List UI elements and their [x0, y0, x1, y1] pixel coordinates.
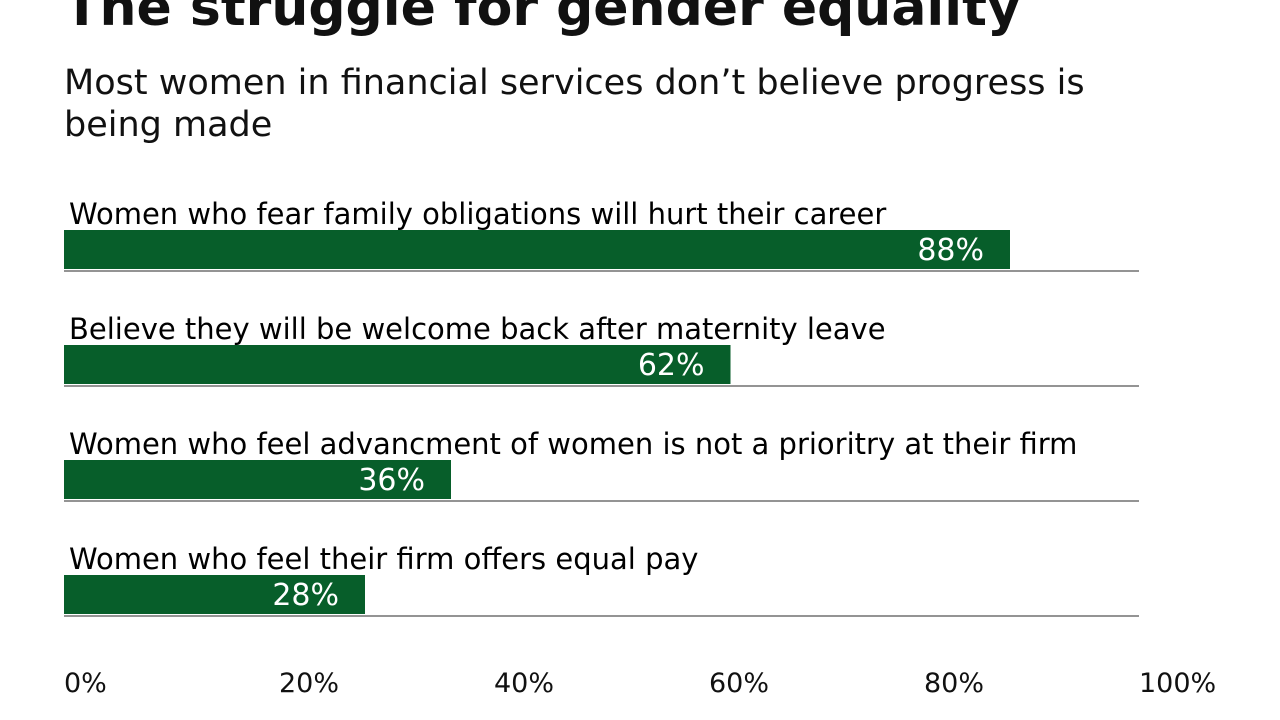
x-tick-label: 0%	[64, 668, 107, 699]
x-tick-label: 40%	[494, 668, 554, 699]
x-tick-label: 80%	[924, 668, 984, 699]
value-label: 36%	[358, 463, 425, 498]
x-tick-label: 60%	[709, 668, 769, 699]
bar	[64, 575, 365, 614]
category-label: Women who feel advancment of women is no…	[69, 427, 1077, 461]
bar	[64, 345, 731, 384]
value-label: 62%	[638, 348, 705, 383]
x-tick-label: 20%	[279, 668, 339, 699]
value-label: 28%	[272, 578, 339, 613]
chart-title: The struggle for gender equality	[64, 0, 1021, 38]
category-label: Women who fear family obligations will h…	[69, 197, 886, 231]
value-label: 88%	[917, 233, 984, 268]
category-label: Believe they will be welcome back after …	[69, 312, 886, 346]
category-label: Women who feel their firm offers equal p…	[69, 542, 698, 576]
chart-subtitle: Most women in financial services don’t b…	[64, 63, 1085, 145]
bar	[64, 460, 451, 499]
x-tick-label: 100%	[1139, 668, 1216, 699]
bar	[64, 230, 1010, 269]
